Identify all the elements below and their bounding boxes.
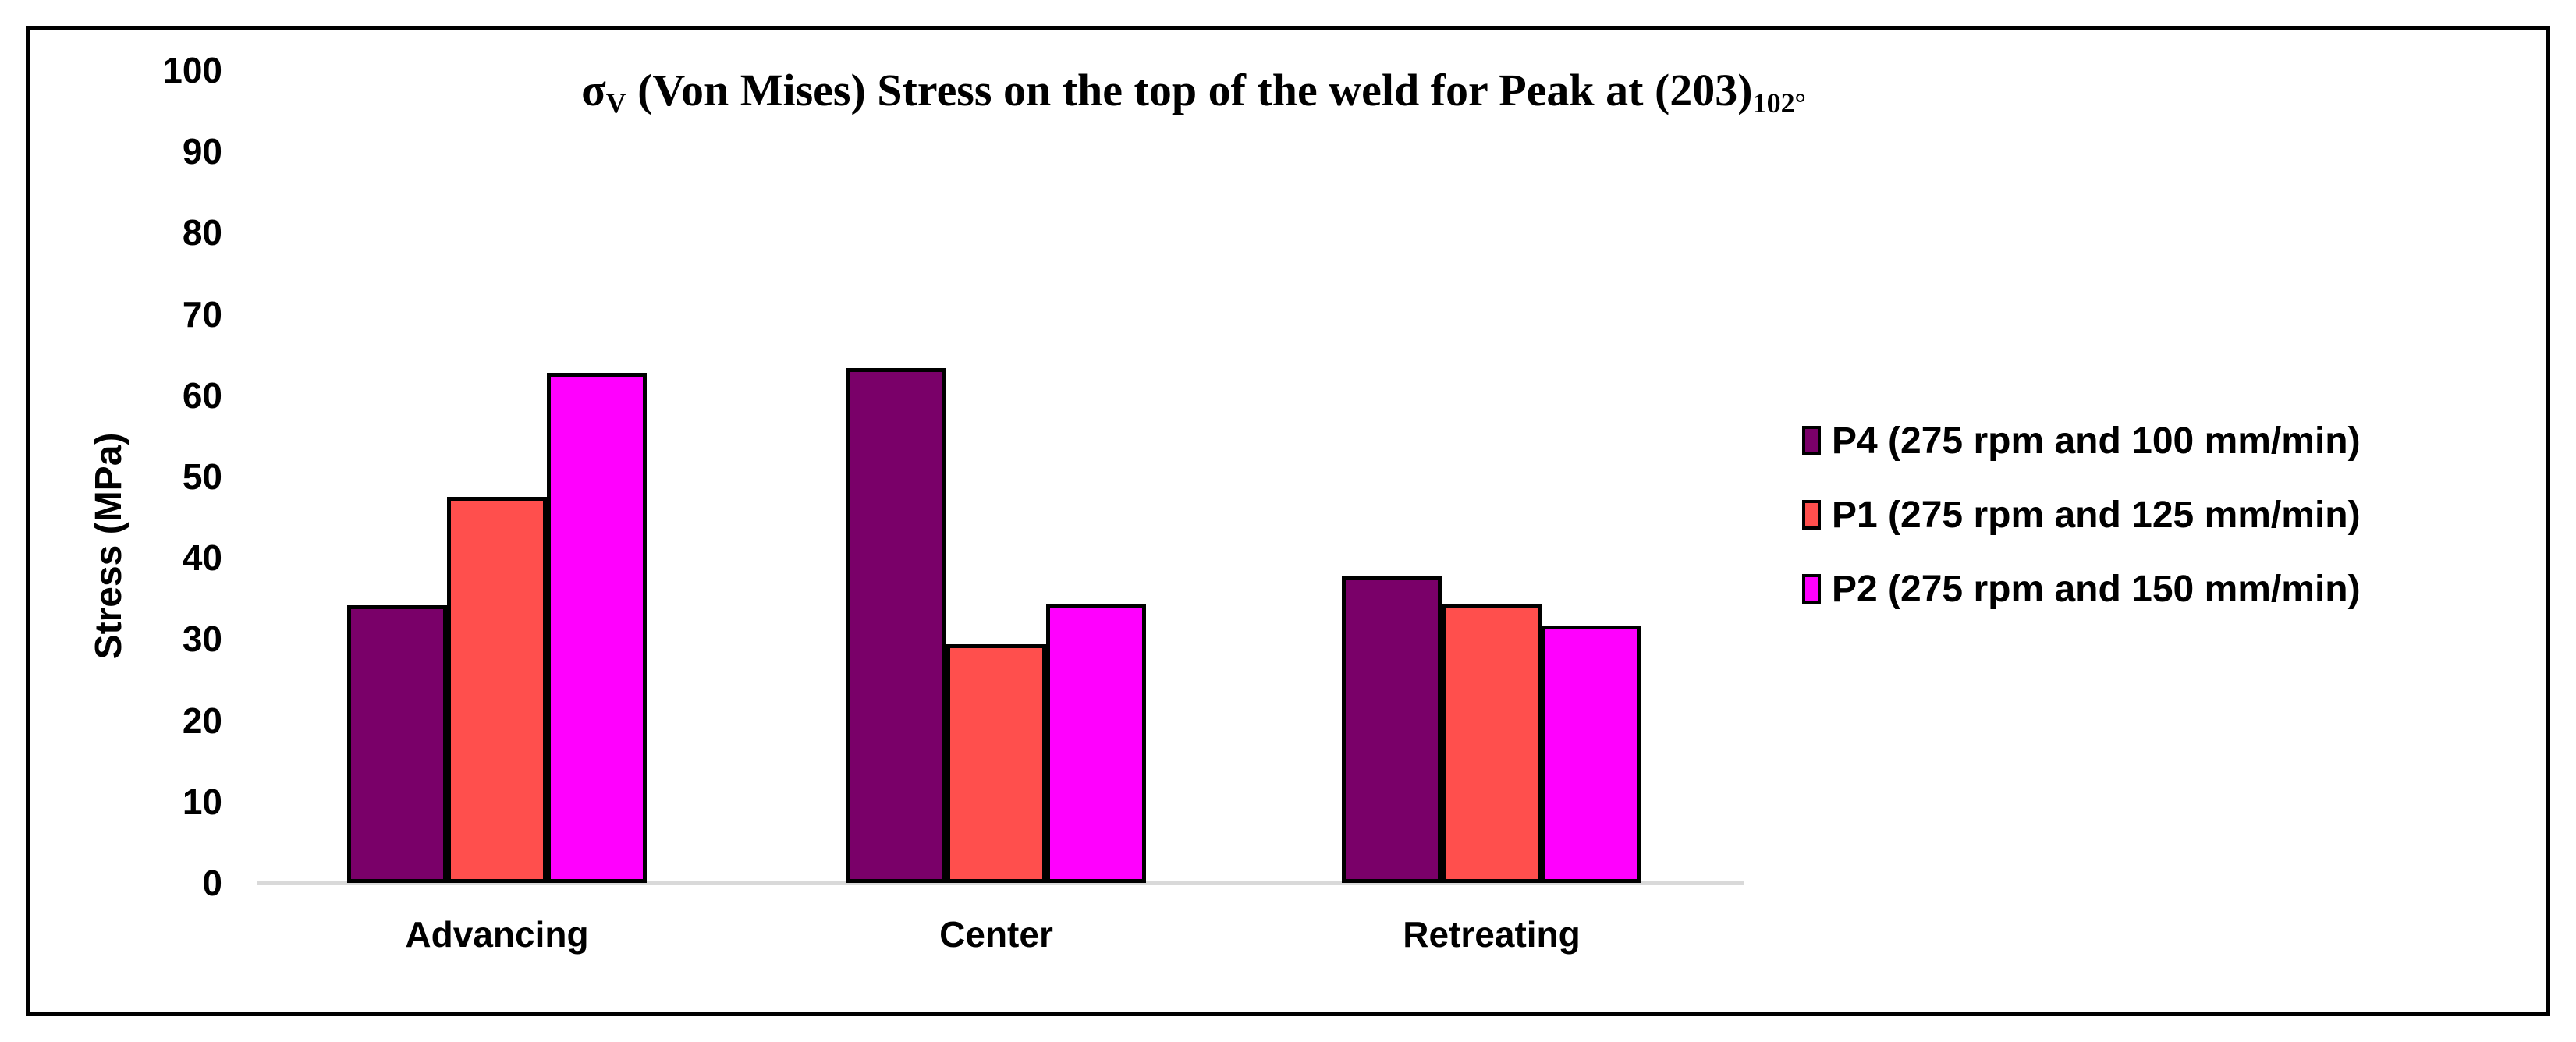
chart-title: σV (Von Mises) Stress on the top of the … [546, 64, 1841, 119]
y-tick-label-0: 0 [202, 863, 222, 903]
y-tick-label-70: 70 [182, 293, 222, 335]
bar-advancing-p2 [547, 372, 647, 883]
title-text: (Von Mises) Stress on the top of the wel… [626, 65, 1753, 115]
y-tick-label-50: 50 [182, 456, 222, 497]
y-tick-label-20: 20 [182, 700, 222, 741]
chart-border-frame [26, 26, 2550, 1016]
legend-item-p1: P1 (275 rpm and 125 mm/min) [1802, 490, 2361, 540]
bar-center-p2 [1046, 603, 1146, 883]
title-peak-subscript: 102° [1752, 87, 1806, 119]
bar-center-p4 [846, 368, 946, 883]
legend-label: P2 (275 rpm and 150 mm/min) [1832, 568, 2361, 610]
x-axis-line [257, 881, 1744, 885]
title-sigma-subscript: V [605, 87, 626, 119]
legend-swatch-icon [1802, 500, 1821, 530]
bar-advancing-p1 [447, 497, 547, 883]
legend-item-p4: P4 (275 rpm and 100 mm/min) [1802, 416, 2361, 466]
y-tick-label-60: 60 [182, 374, 222, 416]
legend-swatch-icon [1802, 426, 1821, 455]
legend-swatch-icon [1802, 574, 1821, 604]
y-tick-label-40: 40 [182, 537, 222, 579]
bar-center-p1 [946, 643, 1046, 883]
y-tick-label-30: 30 [182, 618, 222, 660]
y-tick-label-80: 80 [182, 212, 222, 253]
bar-advancing-p4 [347, 604, 447, 883]
bar-retreating-p1 [1442, 603, 1542, 883]
legend-label: P4 (275 rpm and 100 mm/min) [1832, 420, 2361, 462]
title-sigma: σ [581, 65, 606, 115]
bar-retreating-p4 [1342, 576, 1442, 883]
legend-label: P1 (275 rpm and 125 mm/min) [1832, 494, 2361, 536]
y-tick-label-90: 90 [182, 131, 222, 172]
bar-retreating-p2 [1542, 625, 1641, 883]
x-category-label-retreating: Retreating [1403, 914, 1581, 955]
x-category-label-center: Center [939, 914, 1053, 955]
y-tick-label-10: 10 [182, 781, 222, 822]
legend-item-p2: P2 (275 rpm and 150 mm/min) [1802, 564, 2361, 614]
y-tick-label-100: 100 [162, 50, 222, 90]
x-category-label-advancing: Advancing [405, 914, 589, 955]
